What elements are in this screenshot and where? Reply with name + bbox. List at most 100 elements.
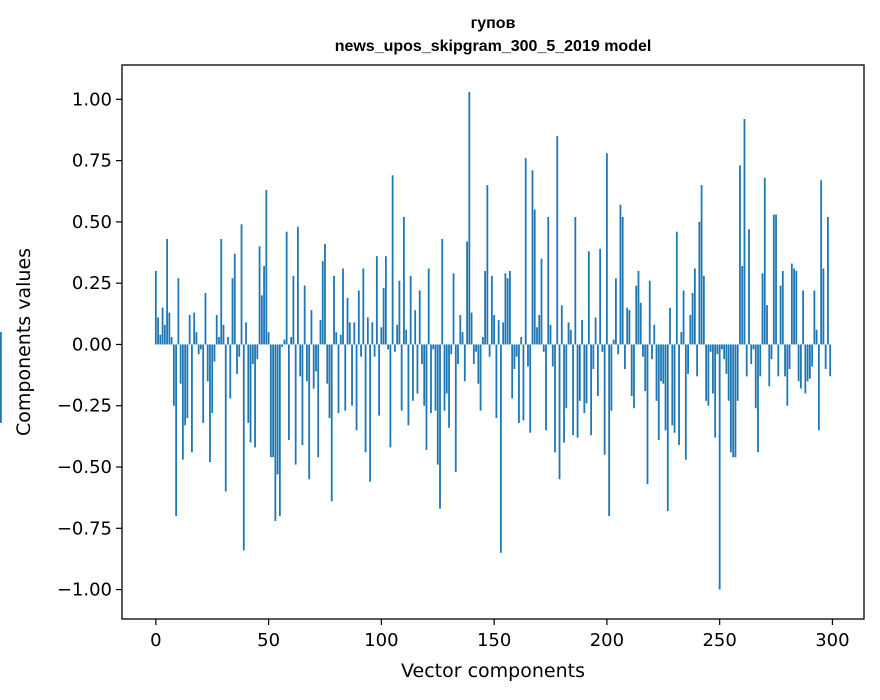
bar (781, 270, 784, 345)
bar (779, 285, 782, 345)
bar (635, 285, 638, 345)
bar (321, 261, 324, 345)
bar (215, 315, 218, 345)
bar (400, 344, 403, 411)
bar (181, 344, 184, 460)
bar (815, 329, 818, 345)
bar (734, 344, 737, 458)
bar (450, 344, 453, 355)
bar (200, 344, 202, 350)
bar (560, 305, 563, 345)
bar (596, 344, 599, 396)
y-tick-label: −0.50 (57, 457, 112, 478)
bar (761, 273, 764, 345)
bar (412, 344, 414, 401)
x-tick-label: 150 (477, 630, 511, 651)
bar (218, 337, 220, 345)
bar (563, 344, 565, 443)
bar (306, 344, 308, 382)
bar (351, 344, 353, 406)
bar (509, 270, 511, 345)
bar (281, 344, 284, 347)
bar (727, 344, 730, 401)
bar (784, 344, 786, 377)
y-tick-label: 0.00 (72, 334, 112, 355)
bar (393, 344, 396, 352)
bar (772, 214, 775, 345)
bar (684, 344, 687, 460)
bar (330, 344, 333, 502)
bar (364, 344, 367, 453)
bar (254, 344, 256, 448)
bar (718, 344, 721, 590)
bar (290, 337, 293, 345)
bar (587, 251, 590, 345)
bar (603, 344, 606, 455)
bar (576, 344, 579, 438)
bar (357, 290, 360, 345)
bar (463, 344, 466, 382)
bar (272, 344, 274, 458)
bar (242, 344, 245, 551)
bar (175, 344, 178, 517)
bar (621, 216, 624, 345)
bar (590, 344, 592, 436)
bar (506, 278, 509, 345)
bar (666, 344, 669, 512)
bar (486, 185, 489, 345)
bar (209, 344, 211, 463)
bar (822, 268, 825, 345)
bar (721, 344, 723, 350)
bar (664, 344, 667, 431)
bar (745, 344, 748, 377)
bar (696, 344, 698, 377)
bar (344, 344, 347, 411)
bar (443, 344, 446, 411)
bar (736, 344, 739, 401)
bar (714, 344, 717, 438)
bar (206, 344, 209, 382)
bar (161, 307, 164, 345)
bar (829, 344, 832, 377)
bar (159, 334, 162, 345)
bar (403, 216, 405, 345)
bar (698, 221, 701, 345)
bar (533, 209, 536, 345)
bar (0, 332, 2, 345)
bar (227, 337, 229, 345)
bar (265, 190, 268, 345)
bar (705, 344, 708, 401)
bar (371, 322, 374, 345)
bar (177, 278, 180, 345)
bar (303, 285, 306, 345)
bar (436, 344, 439, 465)
bar (820, 180, 823, 345)
bar (617, 344, 620, 355)
chart-title-line2: news_upos_skipgram_300_5_2019 model (335, 38, 652, 55)
bar (763, 177, 766, 345)
bar (529, 344, 532, 433)
bar (709, 344, 712, 352)
bar (766, 305, 768, 345)
bar (245, 322, 247, 345)
bar (416, 344, 419, 394)
bar (348, 322, 351, 345)
bar (477, 344, 480, 384)
bar (612, 339, 615, 345)
bar (693, 268, 696, 345)
bar (312, 344, 315, 389)
bar (786, 344, 789, 406)
bar (229, 344, 232, 399)
bar (490, 275, 493, 345)
x-tick-label: 50 (257, 630, 280, 651)
bar (389, 344, 392, 448)
bar (531, 170, 534, 345)
bar (648, 280, 651, 345)
bar (285, 231, 288, 345)
bar (723, 344, 726, 360)
bar (439, 344, 441, 509)
bar (655, 344, 658, 401)
bar (231, 278, 234, 345)
